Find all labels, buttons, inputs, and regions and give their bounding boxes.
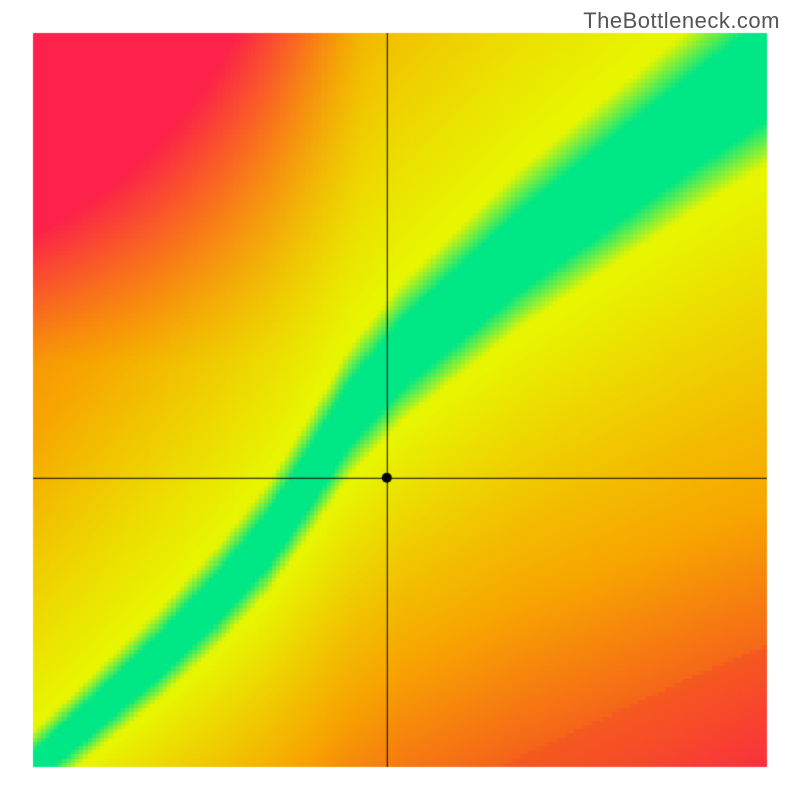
bottleneck-heatmap (0, 0, 800, 800)
watermark-text: TheBottleneck.com (583, 8, 780, 34)
chart-container: TheBottleneck.com (0, 0, 800, 800)
